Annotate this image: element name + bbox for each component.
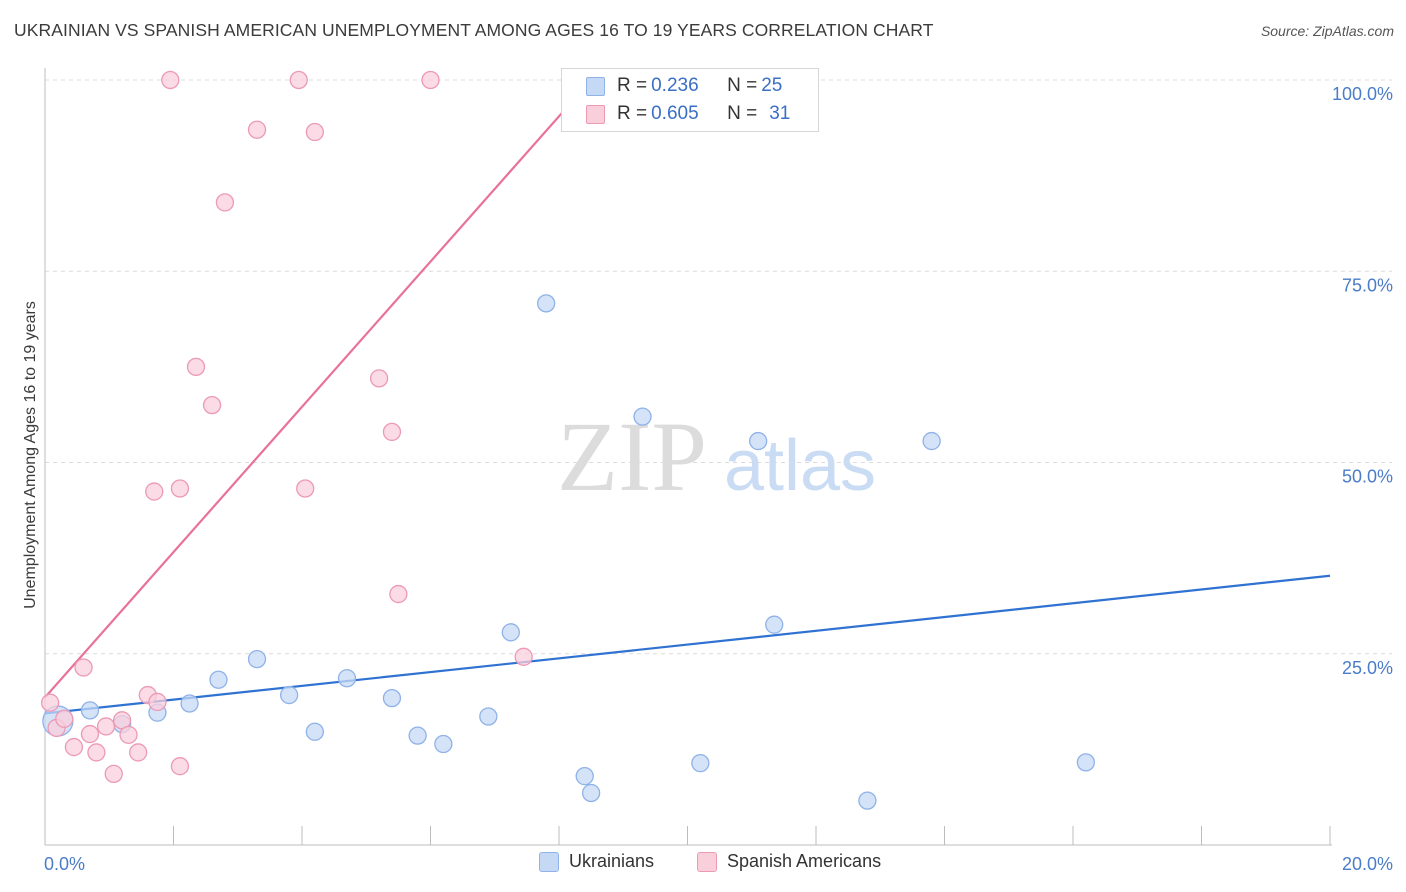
ukrainian-point xyxy=(633,407,652,426)
spanish-american-point xyxy=(161,70,180,90)
ukrainian-point xyxy=(180,694,199,713)
spanish-american-point xyxy=(305,122,325,142)
correlation-legend: R = 0.236 N = 25 R = 0.605 N = 31 xyxy=(561,68,819,132)
legend-swatch-pink xyxy=(586,104,605,124)
spanish-american-point xyxy=(80,724,100,744)
spanish-american-point xyxy=(296,479,315,498)
legend-r-label: R = xyxy=(617,103,648,124)
spanish-american-point xyxy=(215,193,235,212)
ukrainian-point xyxy=(691,753,710,773)
spanish-american-point xyxy=(96,717,116,736)
ukrainian-point xyxy=(749,431,768,451)
legend-item-spanish-americans: Spanish Americans xyxy=(697,851,881,872)
spanish-american-point xyxy=(369,369,389,388)
y-tick-label: 50.0% xyxy=(1342,467,1393,487)
legend-label-ukrainians: Ukrainians xyxy=(569,851,655,871)
ukrainian-point xyxy=(247,649,267,669)
spanish-american-point xyxy=(382,422,402,442)
x-tick-label: 20.0% xyxy=(1342,854,1393,874)
legend-n-value: 31 xyxy=(769,103,791,124)
ukrainian-point xyxy=(501,623,520,642)
spanish-american-point xyxy=(202,395,222,415)
axes xyxy=(44,68,1332,846)
y-axis-title: Unemployment Among Ages 16 to 19 years xyxy=(22,301,39,609)
spanish-american-point xyxy=(74,658,93,677)
ukrainian-point xyxy=(279,685,299,705)
ukrainian-point xyxy=(209,670,228,689)
ukrainian-point xyxy=(858,791,877,810)
watermark-zip: ZIP xyxy=(557,401,707,512)
watermark-atlas: atlas xyxy=(724,426,876,506)
ukrainian-point xyxy=(479,707,498,726)
legend-item-ukrainians: Ukrainians xyxy=(539,851,654,872)
spanish-american-point xyxy=(289,70,308,90)
legend-r-value: 0.605 xyxy=(651,103,699,124)
y-tick-label: 25.0% xyxy=(1342,658,1393,678)
ukrainian-point xyxy=(537,294,556,313)
legend-swatch-blue xyxy=(586,76,605,96)
y-tick-label: 100.0% xyxy=(1332,84,1393,104)
x-tick-labels: 0.0% 20.0% xyxy=(44,854,1393,874)
legend-label-spanish-americans: Spanish Americans xyxy=(727,851,882,871)
legend-swatch-spanish-americans xyxy=(697,851,717,872)
ukrainian-point xyxy=(1076,753,1095,772)
legend-r-value: 0.236 xyxy=(651,75,699,96)
spanish-american-point xyxy=(170,479,190,498)
spanish-american-point xyxy=(87,743,106,762)
spanish-american-point xyxy=(186,357,206,377)
ukrainian-point xyxy=(765,615,784,634)
spanish-american-point xyxy=(148,692,167,712)
spanish-american-point xyxy=(170,757,190,776)
spanish-american-point xyxy=(104,764,123,784)
legend-swatch-ukrainians xyxy=(539,851,559,872)
ukrainian-point xyxy=(382,688,402,708)
ukrainian-point xyxy=(80,701,100,720)
legend-n-label: N = xyxy=(727,103,758,124)
legend-r-label: R = xyxy=(617,75,648,96)
legend-row-ukrainians: R = 0.236 N = 25 xyxy=(586,74,782,98)
ukrainian-point xyxy=(305,722,325,741)
spanish-american-point xyxy=(247,120,267,139)
spanish-american-point xyxy=(129,743,148,762)
source-label: Source: ZipAtlas.com xyxy=(1260,23,1394,39)
ukrainian-point xyxy=(337,669,357,688)
legend-row-spanish-americans: R = 0.605 N = 31 xyxy=(586,102,790,126)
legend-n-label: N = xyxy=(727,75,758,96)
grid-lines xyxy=(45,79,1392,655)
watermark: ZIP atlas xyxy=(557,401,876,512)
spanish-american-point xyxy=(64,737,84,757)
scatter-points xyxy=(40,70,1095,810)
ukrainian-trend-line xyxy=(44,574,1331,715)
spanish-american-point xyxy=(514,647,533,666)
spanish-american-point xyxy=(55,709,74,728)
y-tick-label: 75.0% xyxy=(1342,275,1393,295)
x-tick-label: 0.0% xyxy=(44,854,85,874)
spanish-american-point xyxy=(119,725,138,744)
spanish-american-point xyxy=(40,693,60,712)
ukrainian-point xyxy=(434,734,453,754)
ukrainian-point xyxy=(922,431,941,451)
spanish-american-trend-line xyxy=(44,79,592,699)
ukrainian-point xyxy=(575,767,594,786)
chart-title: UKRAINIAN VS SPANISH AMERICAN UNEMPLOYME… xyxy=(14,20,934,40)
trend-lines xyxy=(44,79,1331,715)
y-tick-labels: 25.0% 50.0% 75.0% 100.0% xyxy=(1332,84,1393,678)
spanish-american-point xyxy=(145,482,164,501)
spanish-american-point xyxy=(389,584,408,604)
ukrainian-point xyxy=(581,783,601,803)
spanish-american-point xyxy=(421,70,440,90)
legend-n-value: 25 xyxy=(761,75,783,96)
ukrainian-point xyxy=(408,726,427,745)
